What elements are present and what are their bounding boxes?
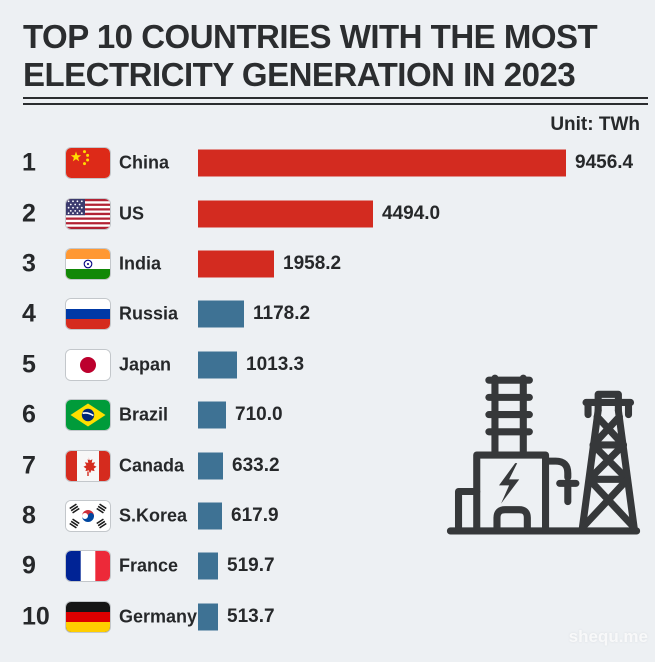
- country-name: Canada: [119, 455, 185, 476]
- rank-label: 7: [22, 451, 36, 480]
- value-label: 710.0: [235, 404, 283, 426]
- value-label: 513.7: [227, 605, 275, 627]
- rank-label: 5: [22, 350, 36, 379]
- country-row-skorea: 8 S.Korea 617.9: [0, 491, 655, 541]
- value-label: 633.2: [232, 454, 280, 476]
- value-bar: [198, 351, 237, 379]
- value-label: 1958.2: [283, 252, 342, 274]
- country-name: India: [119, 253, 162, 274]
- india-flag-icon: [66, 248, 110, 279]
- japan-flag-icon: [66, 349, 110, 380]
- germany-flag-icon: [66, 601, 110, 632]
- country-row-brazil: 6 Brazil 710.0: [0, 390, 655, 440]
- country-name: Japan: [119, 354, 172, 375]
- rank-label: 4: [22, 299, 36, 328]
- watermark: shequ.me: [568, 627, 648, 646]
- rank-label: 10: [22, 602, 50, 631]
- value-label: 1178.2: [253, 303, 311, 325]
- country-row-india: 3 India 1958.2: [0, 239, 655, 289]
- brazil-flag-icon: [66, 400, 110, 431]
- country-name: Germany: [119, 606, 198, 627]
- rank-label: 2: [22, 199, 36, 228]
- value-bar: [198, 603, 218, 631]
- value-bar: [198, 149, 566, 177]
- value-bar: [198, 452, 223, 480]
- country-row-us: 2 US 4494.0: [0, 188, 655, 238]
- value-bar: [198, 502, 222, 530]
- value-bar: [198, 552, 218, 580]
- value-bar: [198, 300, 244, 328]
- value-label: 9456.4: [575, 152, 634, 174]
- value-label: 617.9: [231, 504, 279, 526]
- title-line-2: ELECTRICITY GENERATION IN 2023: [23, 56, 576, 93]
- skorea-flag-icon: [66, 500, 110, 531]
- country-name: France: [119, 555, 179, 576]
- country-row-china: 1 China 9456.4: [0, 138, 655, 188]
- country-row-japan: 5 Japan 1013.3: [0, 340, 655, 390]
- country-name: US: [119, 203, 145, 224]
- value-label: 4494.0: [382, 202, 441, 224]
- rank-label: 1: [22, 148, 36, 177]
- bar-chart: 1 China 9456.4 2 US 4494.0 3 India 1958.2 4 Russia…: [0, 138, 655, 642]
- title-line-1: TOP 10 COUNTRIES WITH THE MOST: [23, 18, 598, 55]
- rank-label: 6: [22, 400, 36, 429]
- country-name: Russia: [119, 303, 179, 324]
- value-bar: [198, 200, 373, 228]
- rank-label: 9: [22, 551, 36, 580]
- unit-label: Unit: TWh: [550, 114, 640, 135]
- country-name: China: [119, 152, 170, 173]
- country-row-germany: 10 Germany 513.7: [0, 592, 655, 642]
- value-bar: [198, 250, 274, 278]
- country-row-france: 9 France 519.7: [0, 541, 655, 591]
- title-underline: [23, 97, 648, 105]
- canada-flag-icon: [66, 450, 110, 481]
- france-flag-icon: [66, 551, 110, 582]
- rank-label: 3: [22, 249, 36, 278]
- us-flag-icon: [66, 198, 110, 229]
- country-row-russia: 4 Russia 1178.2: [0, 289, 655, 339]
- value-label: 519.7: [227, 555, 275, 577]
- country-row-canada: 7 Canada 633.2: [0, 440, 655, 490]
- page-title: TOP 10 COUNTRIES WITH THE MOST ELECTRICI…: [23, 18, 648, 94]
- power-plant-icon: [446, 374, 641, 535]
- russia-flag-icon: [66, 299, 110, 330]
- china-flag-icon: [66, 148, 110, 179]
- country-name: S.Korea: [119, 505, 188, 526]
- rank-label: 8: [22, 501, 36, 530]
- value-bar: [198, 401, 226, 429]
- country-name: Brazil: [119, 404, 169, 425]
- value-label: 1013.3: [246, 353, 305, 375]
